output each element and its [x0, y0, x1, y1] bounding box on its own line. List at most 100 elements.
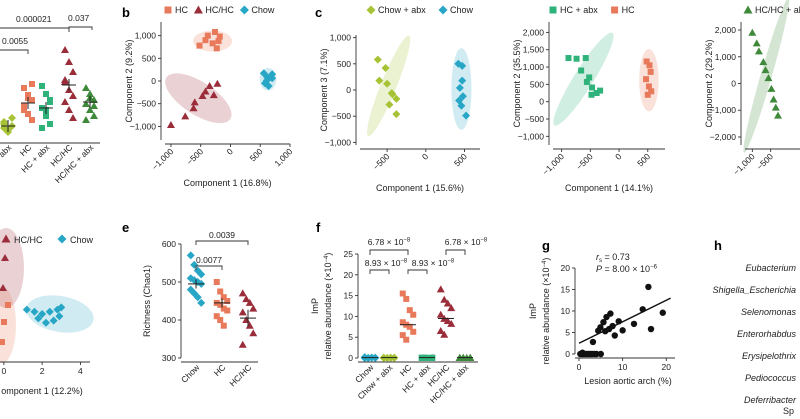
panel-g-point: [597, 350, 605, 358]
panel-b-point: [216, 33, 223, 40]
panel-e-point: [238, 289, 247, 297]
panel-c1-xtick-label: 0: [420, 151, 431, 162]
panel-h-letter: h: [714, 238, 722, 253]
panel-c3-ylabel: Component 2 (29.2%): [704, 39, 714, 127]
panel-h-taxon-label: Erysipelothrix: [742, 351, 797, 361]
panel-d-xtick-label: 0: [1, 366, 6, 376]
panel-d-legend-marker: [57, 234, 67, 244]
panel-b-ellipse: [165, 73, 232, 124]
panel-c2-legend-marker: [611, 6, 619, 14]
panel-b-xtick-label: 0: [224, 146, 235, 157]
panel-c1-point: [392, 94, 401, 103]
panel-g-point: [647, 325, 655, 333]
panel-g-ytick-label: 20: [561, 263, 571, 273]
panel-e-point: [242, 316, 251, 323]
panel-b-letter: b: [122, 5, 130, 20]
panel-g-ytick-label: 5: [565, 328, 570, 338]
panel-e-point: [249, 329, 258, 337]
panel-a-point: [39, 125, 45, 131]
panel-d-xtick-label: 2: [40, 366, 45, 376]
panel-b-point: [181, 112, 190, 120]
panel-c3-xtick-label: −1,000: [731, 151, 757, 177]
panel-c1-point: [392, 110, 401, 119]
panel-f-ytick-label: 10: [344, 311, 354, 321]
panel-c1-point: [458, 76, 467, 85]
panel-c2-point: [582, 55, 589, 62]
panel-d-point: [57, 303, 66, 312]
panel-c2-ytick-label: 1,500: [523, 45, 545, 55]
panel-f-point: [399, 319, 406, 326]
panel-f-pvalue: 6.78 × 10−8: [368, 237, 411, 247]
panel-b-point: [213, 79, 222, 87]
panel-f-point: [443, 299, 452, 307]
panel-c2-point: [593, 90, 600, 97]
panel-c2-xlabel: Component 1 (14.1%): [565, 183, 653, 193]
panel-g-xtick-label: 20: [662, 362, 672, 372]
panel-e-point: [217, 317, 224, 323]
panel-c3-legend-marker: [743, 5, 753, 14]
panel-c3-point: [752, 39, 761, 47]
panel-c3-point: [764, 74, 773, 82]
panel-a-point: [29, 97, 35, 103]
panel-g-point: [597, 324, 604, 331]
panel-f-point: [447, 319, 456, 327]
panel-c2-point: [645, 83, 652, 90]
panel-e-ytick-label: 300: [162, 353, 176, 363]
panel-c1-point: [458, 61, 467, 70]
panel-f-point: [399, 290, 406, 297]
panel-b-ytick-label: 500: [142, 53, 156, 63]
panel-c2-point: [588, 91, 595, 98]
panel-b-point: [166, 121, 175, 129]
panel-d-point: [34, 314, 43, 323]
panel-f-pvalue: 8.93 × 10−8: [365, 258, 408, 268]
panel-e-xtick-label: Chow: [179, 362, 202, 385]
panel-c1-xtick-label: −500: [371, 151, 392, 172]
panel-f-point: [410, 328, 417, 335]
panel-f-bracket: [369, 249, 409, 255]
panel-a-point: [65, 106, 73, 113]
panel-c3-point: [767, 84, 776, 92]
panel-c3-point: [761, 66, 770, 74]
panel-c2-xtick-label: −500: [574, 151, 595, 172]
panel-a-point: [90, 112, 98, 119]
panel-c2-ellipse: [553, 32, 614, 126]
panel-c3-point: [754, 47, 763, 55]
panel-a-point: [90, 102, 98, 109]
panel-c2-point: [597, 87, 604, 94]
panel-c2-point: [589, 84, 596, 91]
panel-g-fit-line: [578, 297, 671, 344]
panel-e-point: [197, 270, 206, 279]
panel-a-bracket: [0, 49, 29, 54]
panel-a-pvalue: 0.000021: [16, 14, 52, 24]
panel-f-point: [403, 336, 410, 343]
panel-c3-ytick-label: 2,000: [715, 25, 737, 35]
panel-e-point: [238, 340, 247, 348]
panel-e-point: [213, 279, 220, 285]
panel-c1-point: [373, 55, 382, 64]
panel-d-point: [0, 339, 5, 345]
panel-a-point: [82, 116, 90, 123]
panel-c2-point: [644, 91, 651, 98]
panel-e-xtick-label: HC/HC: [227, 362, 253, 388]
panel-f-point: [406, 307, 413, 314]
panel-a-point: [61, 98, 69, 105]
panel-b-point: [205, 81, 214, 89]
panel-c3-point: [769, 95, 778, 103]
panel-g-xtick-label: 10: [618, 362, 628, 372]
panel-c2-point: [646, 62, 653, 69]
panel-c3-ellipse: [743, 0, 790, 154]
panel-a-point: [69, 114, 77, 121]
panel-c2-legend-label: HC: [622, 5, 635, 15]
panel-e-point: [193, 293, 202, 302]
panel-b-ytick-label: −500: [137, 99, 156, 109]
panel-c3-ytick-label: 0: [731, 79, 736, 89]
panel-c2-point: [583, 78, 590, 85]
panel-c3-point: [759, 58, 768, 66]
panel-c1-ytick-label: 500: [337, 59, 351, 69]
panel-e-point: [186, 251, 195, 260]
panel-c1-point: [385, 100, 394, 109]
panel-c2-xtick-label: 0: [613, 151, 624, 162]
panel-c1-legend-marker: [366, 5, 376, 15]
panel-f-pvalue: 8.93 × 10−8: [412, 258, 455, 268]
panel-c2-point: [573, 55, 580, 62]
